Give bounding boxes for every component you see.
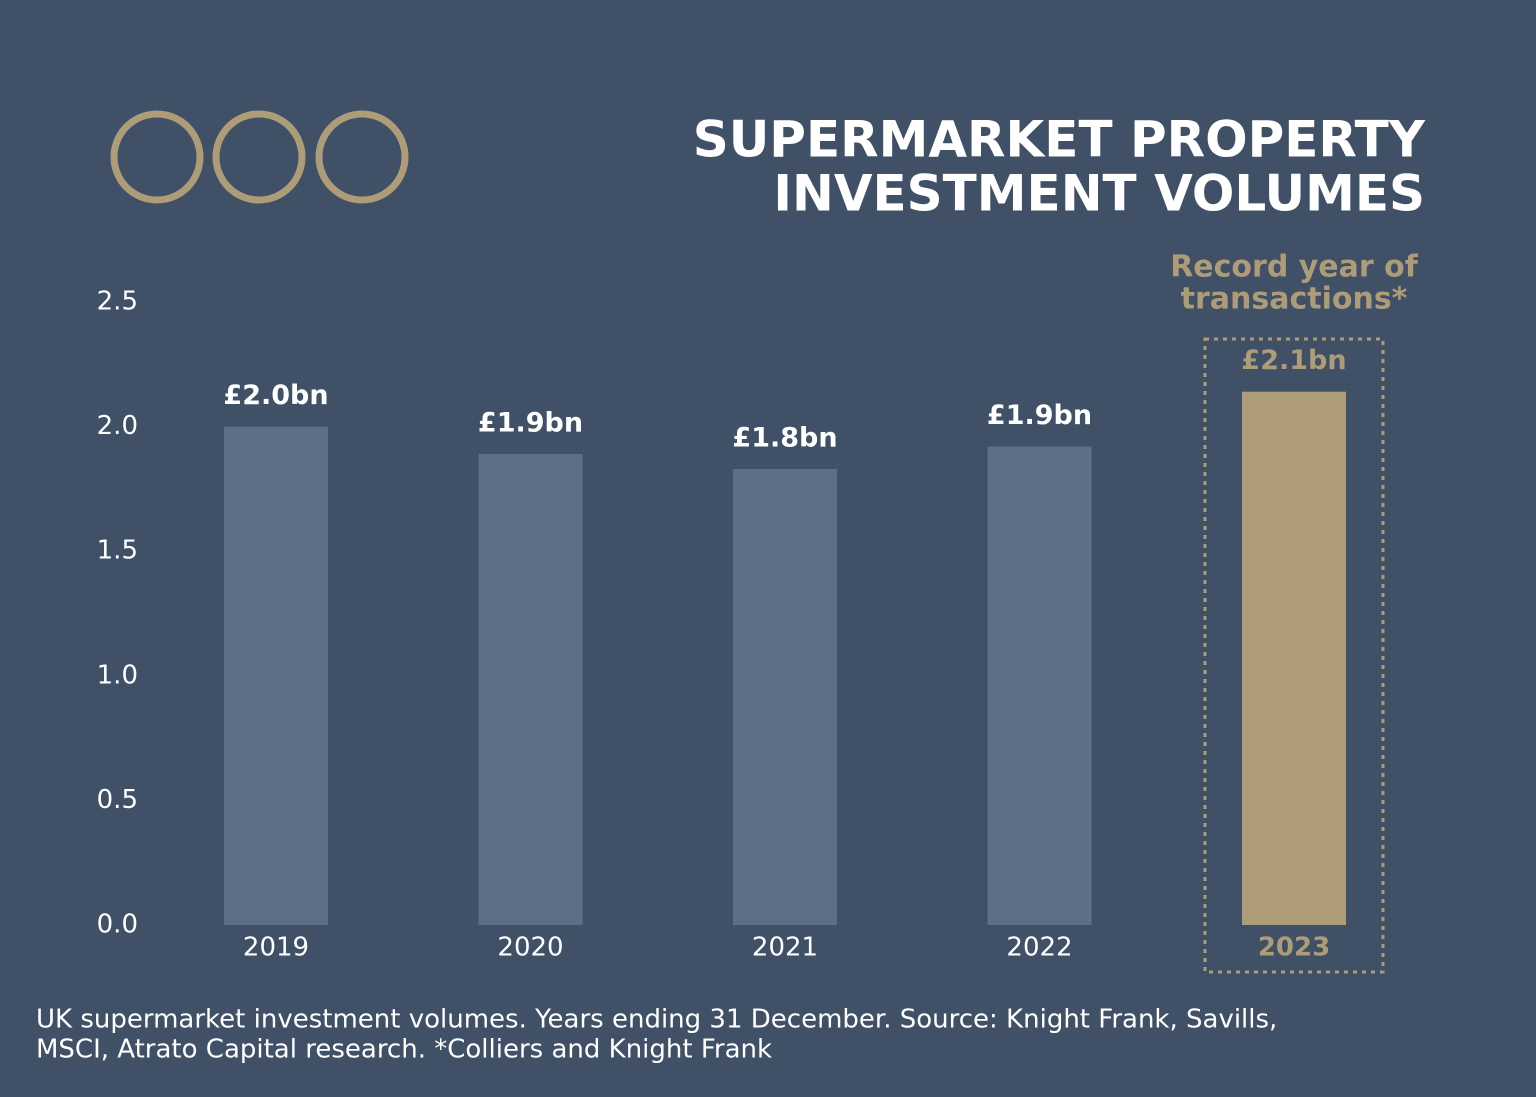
x-tick-label: 2020 — [497, 933, 563, 963]
x-tick-label: 2023 — [1258, 933, 1330, 963]
x-tick-label: 2022 — [1006, 933, 1072, 963]
chart-title: SUPERMARKET PROPERTY — [693, 111, 1426, 169]
x-tick-label: 2019 — [243, 933, 309, 963]
y-tick-label: 2.0 — [97, 411, 138, 441]
bar — [987, 446, 1092, 925]
x-tick-label: 2021 — [752, 933, 818, 963]
chart-title: INVESTMENT VOLUMES — [773, 165, 1425, 223]
annotation: transactions* — [1181, 282, 1408, 317]
bar — [1242, 391, 1346, 925]
value-label: £1.9bn — [987, 400, 1092, 431]
value-label: £1.8bn — [732, 422, 837, 453]
logo-ring — [110, 110, 204, 204]
value-label: £2.1bn — [1241, 345, 1346, 376]
logo-ring — [212, 110, 306, 204]
bar — [224, 426, 328, 925]
annotation: Record year of — [1170, 250, 1419, 285]
y-tick-label: 1.5 — [97, 536, 138, 566]
logo — [110, 110, 409, 204]
bar — [733, 468, 837, 925]
highlight-box — [1203, 337, 1385, 974]
logo-ring — [315, 110, 409, 204]
bar — [478, 454, 583, 925]
footnote: MSCI, Atrato Capital research. *Colliers… — [36, 1035, 772, 1065]
y-tick-label: 0.5 — [97, 785, 138, 815]
footnote: UK supermarket investment volumes. Years… — [36, 1005, 1277, 1035]
y-tick-label: 0.0 — [97, 910, 138, 940]
value-label: £2.0bn — [223, 380, 328, 411]
value-label: £1.9bn — [478, 408, 583, 439]
y-tick-label: 2.5 — [97, 287, 138, 317]
y-tick-label: 1.0 — [97, 660, 138, 690]
